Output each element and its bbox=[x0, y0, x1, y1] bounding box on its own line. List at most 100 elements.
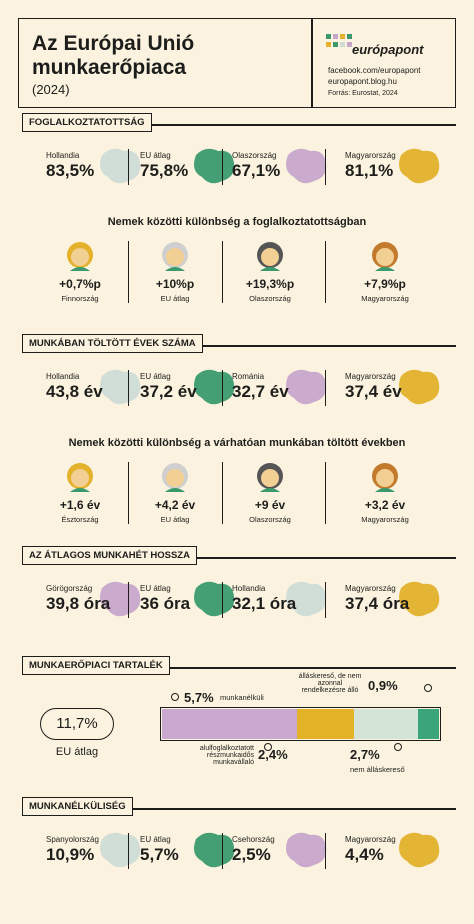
separator bbox=[128, 582, 129, 618]
stat-label: Románia bbox=[232, 372, 265, 381]
gap-value: +1,6 év bbox=[59, 498, 101, 512]
section-title: MUNKANÉLKÜLISÉG bbox=[22, 797, 133, 816]
gap-title: Nemek közötti különbség a foglalkoztatot… bbox=[107, 216, 367, 228]
stat-label: EU átlag bbox=[140, 835, 171, 844]
stat-label: Görögország bbox=[46, 584, 93, 593]
separator bbox=[222, 370, 223, 406]
section-title: MUNKÁBAN TÖLTÖTT ÉVEK SZÁMA bbox=[22, 334, 203, 353]
gap-label: Magyarország bbox=[361, 515, 409, 524]
face-icon bbox=[256, 241, 284, 271]
country-shape bbox=[188, 366, 238, 408]
separator bbox=[128, 462, 129, 524]
stat-value: 37,4 óra bbox=[345, 594, 410, 613]
gap-value: +10%p bbox=[155, 277, 195, 291]
section-rule bbox=[22, 124, 456, 126]
face-icon-svg bbox=[162, 463, 188, 492]
stat-label: Magyarország bbox=[345, 584, 396, 593]
stat-label: Hollandia bbox=[232, 584, 266, 593]
country-shape bbox=[393, 829, 443, 871]
country-shape bbox=[188, 578, 238, 620]
gap-value: +4,2 év bbox=[154, 498, 196, 512]
face-icon-svg bbox=[67, 463, 93, 492]
bar-frame bbox=[160, 707, 441, 741]
total-label: EU átlag bbox=[55, 746, 99, 758]
separator bbox=[128, 241, 129, 303]
stat-label: EU átlag bbox=[140, 151, 171, 160]
gap-label: Észtország bbox=[61, 515, 99, 524]
country-shape bbox=[188, 145, 238, 187]
face-icon-svg bbox=[257, 463, 283, 492]
section-rule bbox=[22, 557, 456, 559]
section-title: MUNKAERŐPIACI TARTALÉK bbox=[22, 656, 170, 675]
gap-value: +7,9%p bbox=[364, 277, 406, 291]
stat-value: 81,1% bbox=[345, 161, 394, 180]
country-shape-svg bbox=[286, 581, 327, 617]
gap-label: Olaszország bbox=[249, 515, 291, 524]
country-shape bbox=[94, 829, 144, 871]
country-shape-svg bbox=[286, 832, 327, 868]
stat-label: EU átlag bbox=[140, 584, 171, 593]
connector-dot bbox=[394, 743, 402, 751]
gap-value: +19,3%p bbox=[245, 277, 295, 291]
separator bbox=[128, 370, 129, 406]
country-shape bbox=[393, 578, 443, 620]
brand: európapont bbox=[352, 42, 424, 57]
country-shape bbox=[94, 145, 144, 187]
title: Az Európai Unió munkaerőpiaca bbox=[32, 32, 195, 79]
stat-label: Magyarország bbox=[345, 151, 396, 160]
face-icon bbox=[371, 462, 399, 492]
bar-segment bbox=[353, 709, 418, 739]
separator bbox=[222, 149, 223, 185]
stat-value: 5,7% bbox=[140, 845, 179, 864]
separator bbox=[325, 149, 326, 185]
gap-label: EU átlag bbox=[160, 515, 190, 524]
stat-value: 37,4 év bbox=[345, 382, 402, 401]
face-icon bbox=[256, 462, 284, 492]
gap-label: Magyarország bbox=[361, 294, 409, 303]
gap-label: Finnország bbox=[61, 294, 99, 303]
country-shape bbox=[280, 829, 330, 871]
bar-segment bbox=[296, 709, 354, 739]
face-icon-svg bbox=[67, 242, 93, 271]
country-shape-svg bbox=[399, 148, 440, 184]
header-divider bbox=[311, 18, 313, 108]
country-shape-svg bbox=[194, 369, 235, 405]
country-shape bbox=[94, 366, 144, 408]
stat-label: Csehország bbox=[232, 835, 275, 844]
country-shape-svg bbox=[100, 369, 141, 405]
face-icon-svg bbox=[162, 242, 188, 271]
face-icon bbox=[161, 462, 189, 492]
gap-label: EU átlag bbox=[160, 294, 190, 303]
separator bbox=[325, 241, 326, 303]
country-shape bbox=[280, 145, 330, 187]
separator bbox=[128, 149, 129, 185]
gap-title: Nemek közötti különbség a várhatóan munk… bbox=[68, 437, 406, 449]
face-icon bbox=[66, 241, 94, 271]
stat-value: 32,7 év bbox=[232, 382, 289, 401]
separator bbox=[325, 582, 326, 618]
country-shape bbox=[393, 145, 443, 187]
country-shape bbox=[280, 578, 330, 620]
stat-value: 75,8% bbox=[140, 161, 189, 180]
separator bbox=[128, 833, 129, 869]
stat-value: 4,4% bbox=[345, 845, 384, 864]
stat-value: 43,8 év bbox=[46, 382, 103, 401]
segment-label: munkanélküli bbox=[220, 693, 264, 702]
country-shape-svg bbox=[194, 832, 235, 868]
segment-label: alulfoglalkoztatott részmunkaidős munkav… bbox=[199, 745, 254, 766]
connector-dot bbox=[424, 684, 432, 692]
stat-label: Olaszország bbox=[232, 151, 277, 160]
section-rule bbox=[22, 345, 456, 347]
connector-dot bbox=[264, 743, 272, 751]
gap-value: +0,7%p bbox=[59, 277, 101, 291]
stat-value: 67,1% bbox=[232, 161, 281, 180]
stat-label: Hollandia bbox=[46, 372, 80, 381]
country-shape-svg bbox=[194, 581, 235, 617]
country-shape-svg bbox=[399, 832, 440, 868]
country-shape bbox=[94, 578, 144, 620]
segment-label: álláskereső, de nem azonnal rendelkezésr… bbox=[298, 673, 362, 694]
connector-dot bbox=[171, 693, 179, 701]
header-box bbox=[18, 18, 456, 108]
separator bbox=[222, 582, 223, 618]
